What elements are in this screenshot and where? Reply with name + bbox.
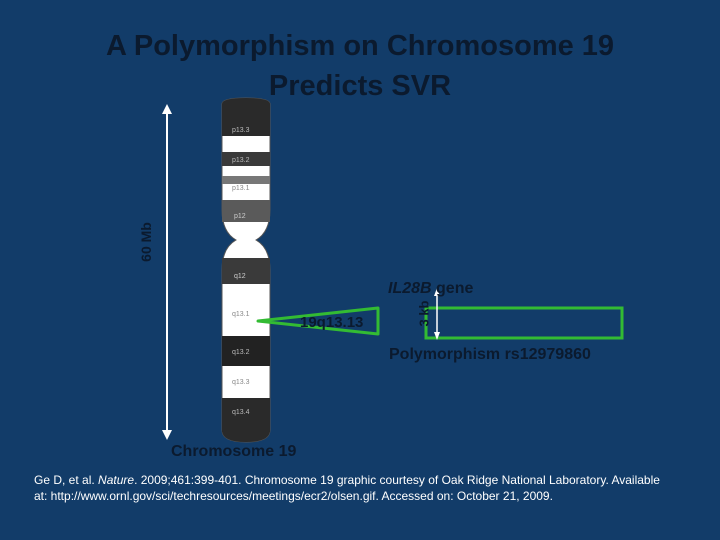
band-label: p13.2 bbox=[232, 157, 250, 164]
citation-journal: Nature bbox=[98, 473, 135, 487]
gene-length-arrow bbox=[434, 288, 440, 340]
chromosome-label: Chromosome 19 bbox=[171, 443, 297, 460]
title-line-1: A Polymorphism on Chromosome 19 bbox=[105, 30, 615, 62]
band-label: q13.1 bbox=[232, 311, 250, 318]
band-q12-dark bbox=[222, 258, 270, 284]
band-label: q13.2 bbox=[232, 349, 250, 356]
locus-label: 19q13.13 bbox=[300, 314, 364, 331]
citation: Ge D, et al. Nature. 2009;461:399-401. C… bbox=[34, 472, 674, 504]
band-label: p12 bbox=[234, 213, 246, 220]
band-q13.2-dark bbox=[222, 336, 270, 366]
chromosome-19-graphic: p13.3 p13.2 p13.1 p12 q12 q13.1 q13.2 q1… bbox=[221, 97, 271, 443]
band-p13.1-dark bbox=[222, 176, 270, 184]
polymorphism-label: Polymorphism rs12979860 bbox=[389, 346, 591, 363]
gene-length-label: 3 kb bbox=[416, 300, 432, 327]
gene-name: IL28B bbox=[388, 280, 432, 297]
band-p12-dark bbox=[222, 200, 270, 222]
citation-authors: Ge D, et al. bbox=[34, 473, 99, 487]
citation-rest: . 2009;461:399-401. Chromosome 19 graphi… bbox=[34, 473, 660, 503]
title-line-2: Predicts SVR bbox=[268, 70, 452, 102]
slide-title: A Polymorphism on Chromosome 19 Predicts… bbox=[0, 26, 720, 106]
band-label: q12 bbox=[234, 273, 246, 280]
band-label: q13.4 bbox=[232, 409, 250, 416]
size-label: 60 Mb bbox=[138, 222, 154, 262]
band-label: p13.1 bbox=[232, 185, 250, 192]
band-label: q13.3 bbox=[232, 379, 250, 386]
size-arrow bbox=[162, 104, 172, 440]
band-p13.2-dark bbox=[222, 152, 270, 166]
band-label: p13.3 bbox=[232, 127, 250, 134]
gene-suffix: gene bbox=[431, 280, 474, 297]
gene-label: IL28B gene bbox=[388, 280, 473, 298]
locus-pointer bbox=[256, 306, 380, 336]
gene-box bbox=[424, 306, 624, 340]
